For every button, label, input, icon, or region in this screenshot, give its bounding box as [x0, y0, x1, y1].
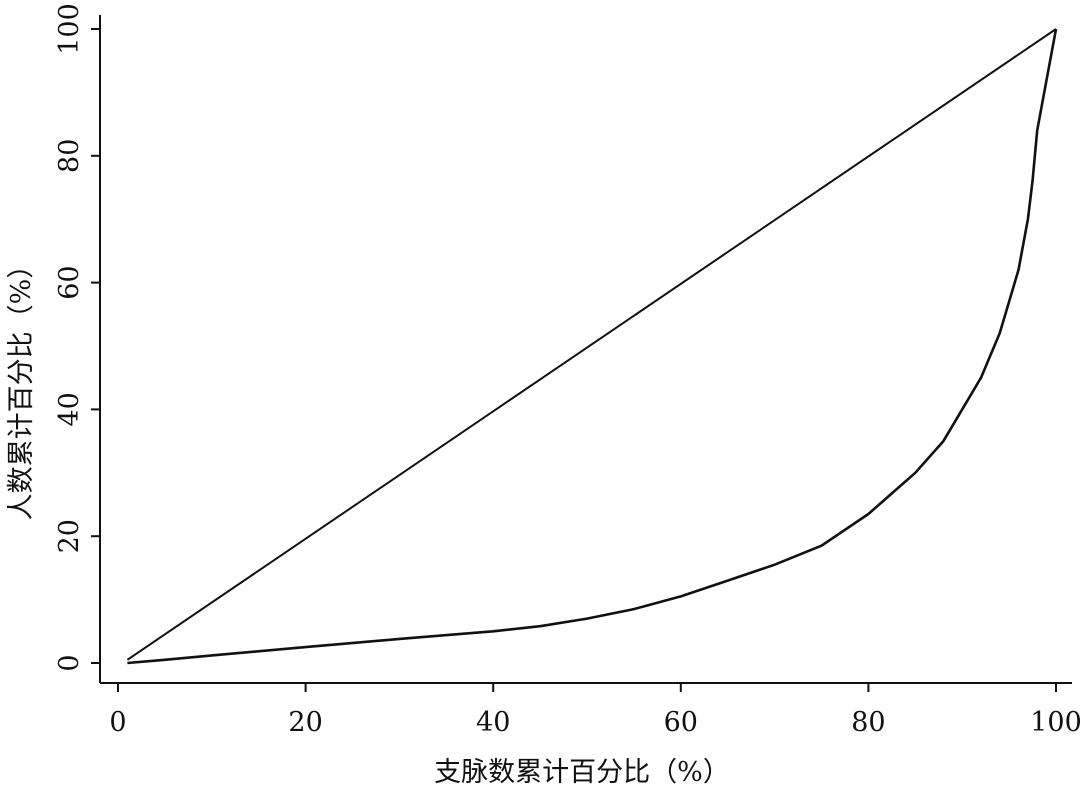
- y-tick-label: 100: [54, 3, 85, 55]
- y-tick-label: 60: [54, 265, 85, 299]
- y-tick-label: 80: [54, 139, 85, 173]
- x-tick-label: 60: [664, 707, 698, 738]
- x-tick-label: 0: [109, 707, 126, 738]
- series: [126, 28, 1058, 665]
- x-tick-label: 80: [851, 707, 885, 738]
- x-tick-label: 40: [476, 707, 510, 738]
- x-tick-label: 100: [1030, 707, 1080, 738]
- y-tick-label: 0: [54, 654, 85, 671]
- axes: [99, 15, 1072, 684]
- x-tick-label: 20: [288, 707, 322, 738]
- x-axis-title: 支脉数累计百分比（%）: [434, 757, 730, 788]
- ticks: 0 20 40 60 80 100 0 20 40 60 80 100: [54, 3, 1080, 738]
- lorenz-curve: [127, 28, 1058, 665]
- y-tick-label: 20: [54, 519, 85, 553]
- y-tick-label: 40: [54, 392, 85, 426]
- y-axis-title: 人数累计百分比（%）: [6, 252, 37, 521]
- equality-line: [126, 28, 1057, 661]
